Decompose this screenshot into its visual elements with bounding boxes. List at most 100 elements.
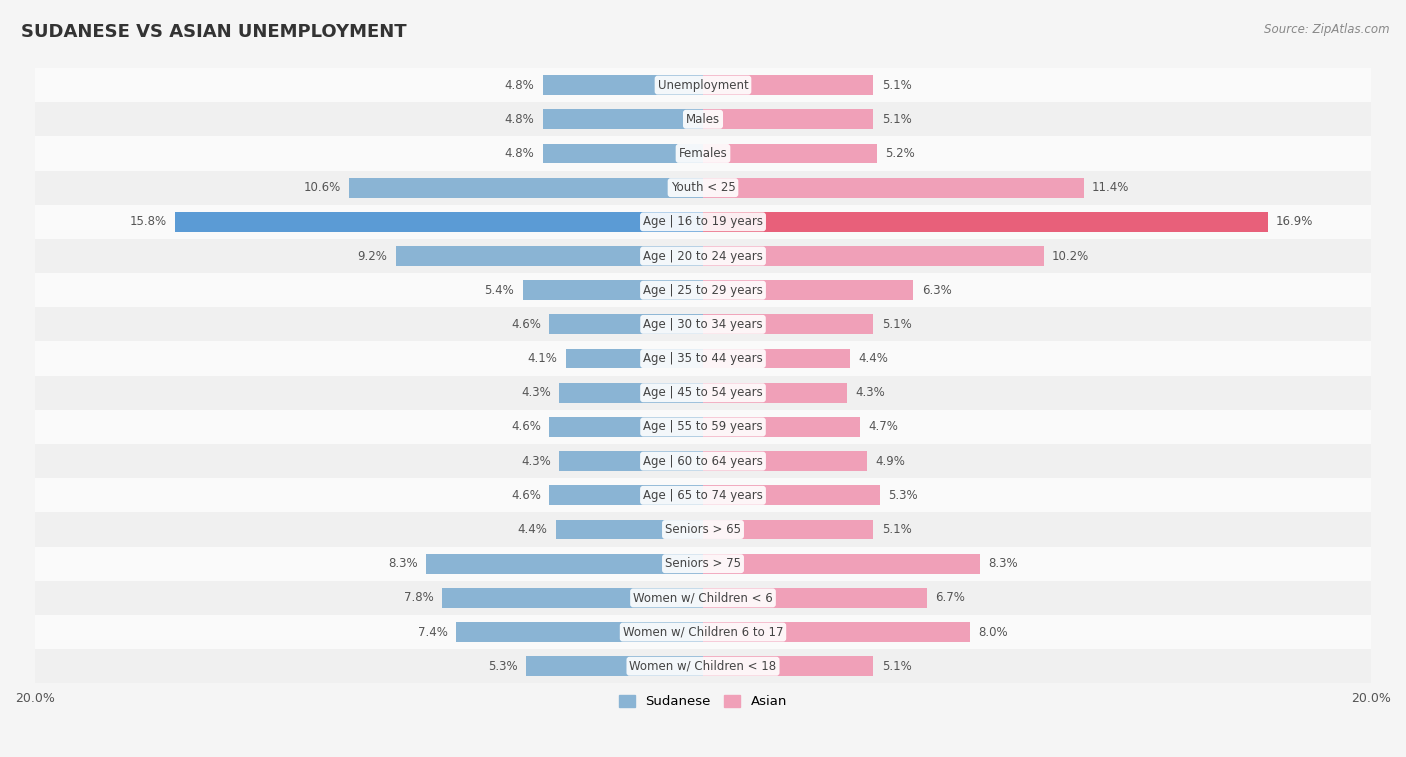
Text: Age | 60 to 64 years: Age | 60 to 64 years: [643, 455, 763, 468]
Bar: [35, 375, 1371, 410]
Bar: [456, 622, 703, 642]
Text: 5.3%: 5.3%: [488, 660, 517, 673]
Text: 4.9%: 4.9%: [875, 455, 905, 468]
Text: Age | 30 to 34 years: Age | 30 to 34 years: [643, 318, 763, 331]
Bar: [560, 451, 703, 471]
Bar: [703, 451, 866, 471]
Bar: [35, 273, 1371, 307]
Bar: [35, 341, 1371, 375]
Text: 15.8%: 15.8%: [129, 215, 167, 229]
Bar: [555, 519, 703, 540]
Bar: [703, 622, 970, 642]
Legend: Sudanese, Asian: Sudanese, Asian: [614, 690, 792, 714]
Bar: [703, 246, 1043, 266]
Bar: [35, 204, 1371, 239]
Bar: [703, 75, 873, 95]
Text: 7.8%: 7.8%: [405, 591, 434, 604]
Text: 8.3%: 8.3%: [388, 557, 418, 570]
Bar: [35, 410, 1371, 444]
Text: 5.3%: 5.3%: [889, 489, 918, 502]
Bar: [349, 178, 703, 198]
Text: Age | 55 to 59 years: Age | 55 to 59 years: [643, 420, 763, 434]
Text: 7.4%: 7.4%: [418, 625, 447, 639]
Bar: [703, 519, 873, 540]
Bar: [560, 383, 703, 403]
Text: 4.3%: 4.3%: [522, 386, 551, 399]
Bar: [395, 246, 703, 266]
Text: 4.6%: 4.6%: [512, 489, 541, 502]
Bar: [703, 280, 914, 300]
Text: Seniors > 65: Seniors > 65: [665, 523, 741, 536]
Text: 5.1%: 5.1%: [882, 318, 911, 331]
Text: Seniors > 75: Seniors > 75: [665, 557, 741, 570]
Text: 6.7%: 6.7%: [935, 591, 965, 604]
Bar: [703, 588, 927, 608]
Text: Age | 45 to 54 years: Age | 45 to 54 years: [643, 386, 763, 399]
Text: 9.2%: 9.2%: [357, 250, 387, 263]
Bar: [703, 349, 851, 369]
Text: 5.2%: 5.2%: [884, 147, 915, 160]
Bar: [176, 212, 703, 232]
Bar: [703, 417, 860, 437]
Text: Women w/ Children < 6: Women w/ Children < 6: [633, 591, 773, 604]
Bar: [35, 102, 1371, 136]
Bar: [35, 136, 1371, 170]
Bar: [35, 68, 1371, 102]
Text: Age | 20 to 24 years: Age | 20 to 24 years: [643, 250, 763, 263]
Text: Age | 25 to 29 years: Age | 25 to 29 years: [643, 284, 763, 297]
Bar: [35, 444, 1371, 478]
Text: Males: Males: [686, 113, 720, 126]
Text: 4.3%: 4.3%: [855, 386, 884, 399]
Text: Women w/ Children < 18: Women w/ Children < 18: [630, 660, 776, 673]
Bar: [543, 75, 703, 95]
Text: 5.1%: 5.1%: [882, 660, 911, 673]
Bar: [426, 554, 703, 574]
Text: Women w/ Children 6 to 17: Women w/ Children 6 to 17: [623, 625, 783, 639]
Text: 4.6%: 4.6%: [512, 318, 541, 331]
Text: 4.4%: 4.4%: [858, 352, 889, 365]
Text: 5.1%: 5.1%: [882, 523, 911, 536]
Text: 5.1%: 5.1%: [882, 113, 911, 126]
Text: 10.6%: 10.6%: [304, 181, 340, 194]
Bar: [35, 307, 1371, 341]
Text: Source: ZipAtlas.com: Source: ZipAtlas.com: [1264, 23, 1389, 36]
Bar: [543, 144, 703, 164]
Text: Youth < 25: Youth < 25: [671, 181, 735, 194]
Bar: [703, 383, 846, 403]
Text: 16.9%: 16.9%: [1275, 215, 1313, 229]
Bar: [35, 650, 1371, 684]
Bar: [703, 314, 873, 335]
Text: 4.8%: 4.8%: [505, 147, 534, 160]
Text: 8.0%: 8.0%: [979, 625, 1008, 639]
Bar: [703, 656, 873, 676]
Bar: [703, 554, 980, 574]
Text: 4.6%: 4.6%: [512, 420, 541, 434]
Text: 11.4%: 11.4%: [1092, 181, 1129, 194]
Text: 4.8%: 4.8%: [505, 113, 534, 126]
Bar: [550, 417, 703, 437]
Text: 4.3%: 4.3%: [522, 455, 551, 468]
Text: 4.4%: 4.4%: [517, 523, 548, 536]
Text: 4.1%: 4.1%: [527, 352, 558, 365]
Text: Age | 16 to 19 years: Age | 16 to 19 years: [643, 215, 763, 229]
Text: 10.2%: 10.2%: [1052, 250, 1090, 263]
Text: Unemployment: Unemployment: [658, 79, 748, 92]
Bar: [703, 109, 873, 129]
Text: SUDANESE VS ASIAN UNEMPLOYMENT: SUDANESE VS ASIAN UNEMPLOYMENT: [21, 23, 406, 41]
Bar: [703, 212, 1268, 232]
Text: 6.3%: 6.3%: [922, 284, 952, 297]
Bar: [35, 512, 1371, 547]
Bar: [550, 314, 703, 335]
Text: 4.7%: 4.7%: [869, 420, 898, 434]
Bar: [550, 485, 703, 505]
Bar: [523, 280, 703, 300]
Bar: [35, 547, 1371, 581]
Bar: [35, 170, 1371, 204]
Text: Age | 35 to 44 years: Age | 35 to 44 years: [643, 352, 763, 365]
Bar: [35, 478, 1371, 512]
Text: Age | 65 to 74 years: Age | 65 to 74 years: [643, 489, 763, 502]
Bar: [703, 144, 877, 164]
Bar: [443, 588, 703, 608]
Bar: [526, 656, 703, 676]
Text: Females: Females: [679, 147, 727, 160]
